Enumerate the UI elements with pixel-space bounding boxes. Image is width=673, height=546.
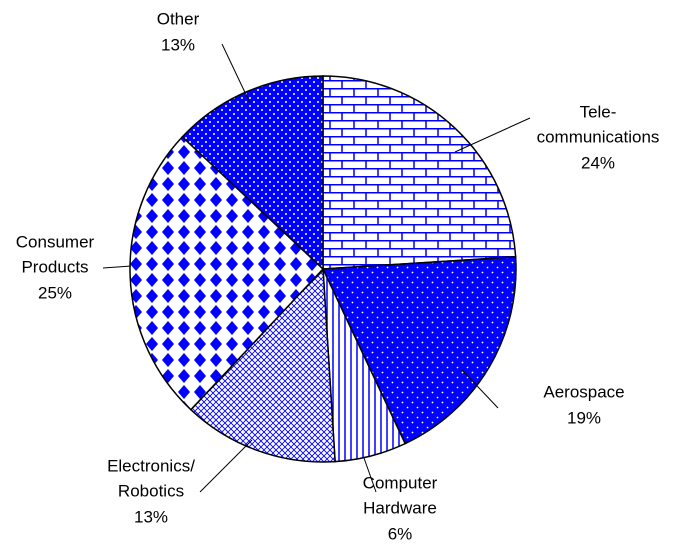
slice-label: Consumer — [16, 232, 95, 251]
slice-label: Robotics — [118, 481, 184, 500]
leader-line — [454, 117, 531, 153]
slice-label: Products — [21, 257, 88, 276]
leader-line — [363, 457, 377, 493]
leader-line — [199, 439, 253, 493]
slice-label: Tele- — [580, 102, 617, 121]
leader-line — [221, 43, 251, 104]
leader-line — [102, 265, 132, 269]
slice-label: Other — [157, 9, 200, 28]
value-label: 25% — [38, 283, 72, 302]
value-label: 19% — [567, 408, 601, 427]
slice-label: communications — [537, 127, 660, 146]
slice-label: Aerospace — [543, 382, 624, 401]
slice-label: Computer — [363, 473, 438, 492]
value-label: 13% — [161, 35, 195, 54]
pie-slice — [129, 135, 325, 411]
pie-slice — [189, 267, 336, 463]
value-label: 6% — [388, 524, 413, 543]
pie-slice — [181, 75, 324, 271]
pie-slice — [321, 256, 517, 445]
slice-label: Electronics/ — [107, 456, 195, 475]
leader-line — [461, 369, 499, 409]
value-label: 24% — [581, 153, 615, 172]
value-label: 13% — [134, 507, 168, 526]
pie-slice — [322, 75, 517, 270]
slice-label: Hardware — [363, 498, 437, 517]
